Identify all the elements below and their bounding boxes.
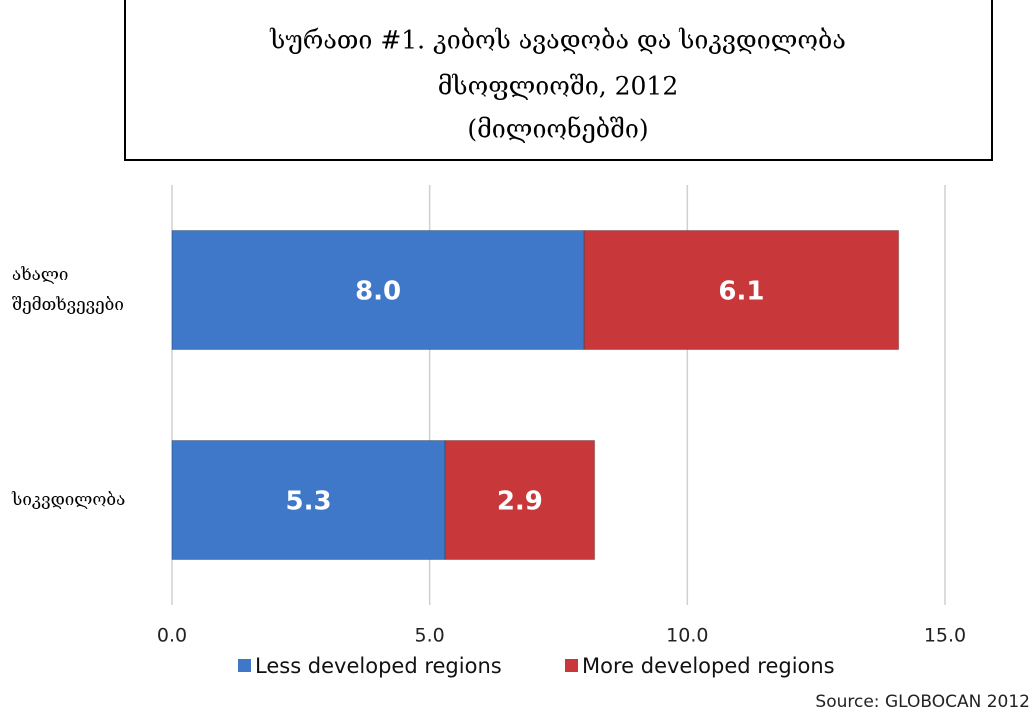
bar [583, 230, 900, 350]
title-box [124, 0, 993, 161]
x-tick-label: 5.0 [415, 625, 445, 647]
source: Source: GLOBOCAN 2012 [815, 692, 1030, 712]
data-label: 6.1 [718, 277, 764, 307]
x-tick-label: 0.0 [157, 625, 187, 647]
bar [171, 440, 446, 560]
data-label: 2.9 [497, 487, 543, 517]
bar [444, 440, 596, 560]
legend-label: Less developed regions [255, 654, 502, 678]
x-tick-label: 15.0 [924, 625, 966, 647]
bar [171, 230, 585, 350]
chart-title: მსოფლიოში, 2012 [438, 72, 678, 101]
chart-title: სურათი #1. კიბოს ავადობა და სიკვდილობა [269, 26, 846, 55]
y-tick-label: ახალი შემთხვევები [12, 265, 124, 315]
data-label: 5.3 [286, 487, 332, 517]
data-label: 8.0 [355, 277, 401, 307]
legend-swatch [565, 659, 578, 672]
legend-swatch [238, 659, 251, 672]
legend-label: More developed regions [582, 654, 835, 678]
chart-title: (მილიონებში) [467, 115, 648, 144]
y-tick-label: სიკვდილობა [12, 490, 126, 510]
x-tick-label: 10.0 [666, 625, 708, 647]
